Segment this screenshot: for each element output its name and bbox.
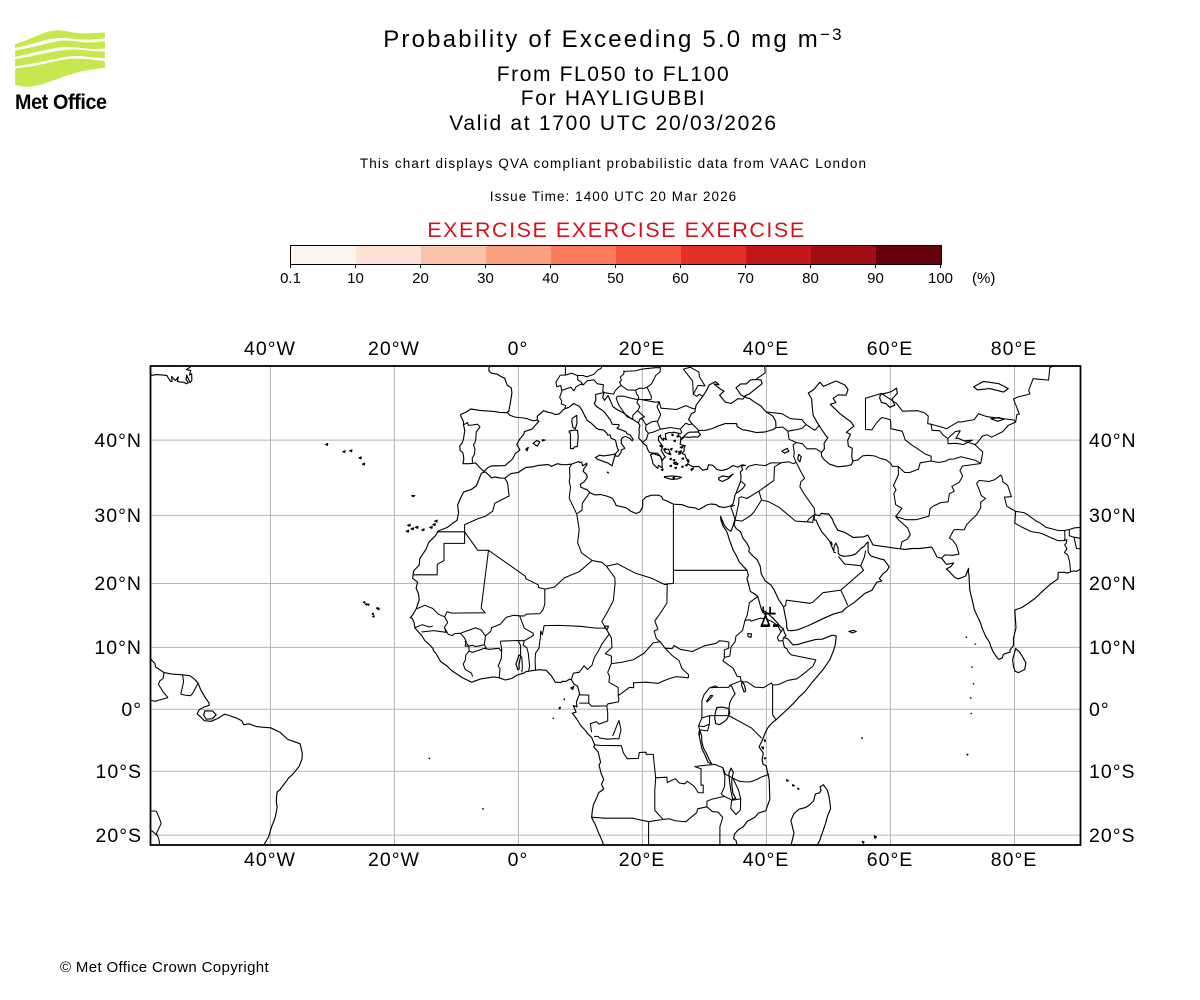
svg-text:20°E: 20°E bbox=[619, 849, 666, 871]
svg-text:40°W: 40°W bbox=[244, 849, 296, 871]
svg-text:20°N: 20°N bbox=[94, 573, 142, 595]
svg-text:0°: 0° bbox=[508, 849, 529, 871]
svg-text:10°S: 10°S bbox=[1089, 761, 1136, 783]
svg-text:10°N: 10°N bbox=[94, 637, 142, 659]
svg-text:10°S: 10°S bbox=[96, 761, 143, 783]
svg-text:40°N: 40°N bbox=[1089, 430, 1137, 452]
svg-text:40°E: 40°E bbox=[743, 338, 790, 360]
svg-text:40°N: 40°N bbox=[94, 430, 142, 452]
svg-text:30°N: 30°N bbox=[94, 505, 142, 527]
svg-text:20°S: 20°S bbox=[96, 825, 143, 847]
svg-text:30°N: 30°N bbox=[1089, 505, 1137, 527]
svg-text:0°: 0° bbox=[121, 699, 142, 721]
svg-text:80°E: 80°E bbox=[991, 338, 1038, 360]
svg-text:0°: 0° bbox=[1089, 699, 1110, 721]
svg-text:40°E: 40°E bbox=[743, 849, 790, 871]
svg-text:20°W: 20°W bbox=[368, 338, 420, 360]
svg-text:20°S: 20°S bbox=[1089, 825, 1136, 847]
svg-text:20°W: 20°W bbox=[368, 849, 420, 871]
svg-text:20°E: 20°E bbox=[619, 338, 666, 360]
svg-text:20°N: 20°N bbox=[1089, 573, 1137, 595]
svg-text:40°W: 40°W bbox=[244, 338, 296, 360]
svg-text:80°E: 80°E bbox=[991, 849, 1038, 871]
svg-text:0°: 0° bbox=[508, 338, 529, 360]
svg-text:60°E: 60°E bbox=[867, 338, 914, 360]
svg-text:60°E: 60°E bbox=[867, 849, 914, 871]
svg-text:10°N: 10°N bbox=[1089, 637, 1137, 659]
